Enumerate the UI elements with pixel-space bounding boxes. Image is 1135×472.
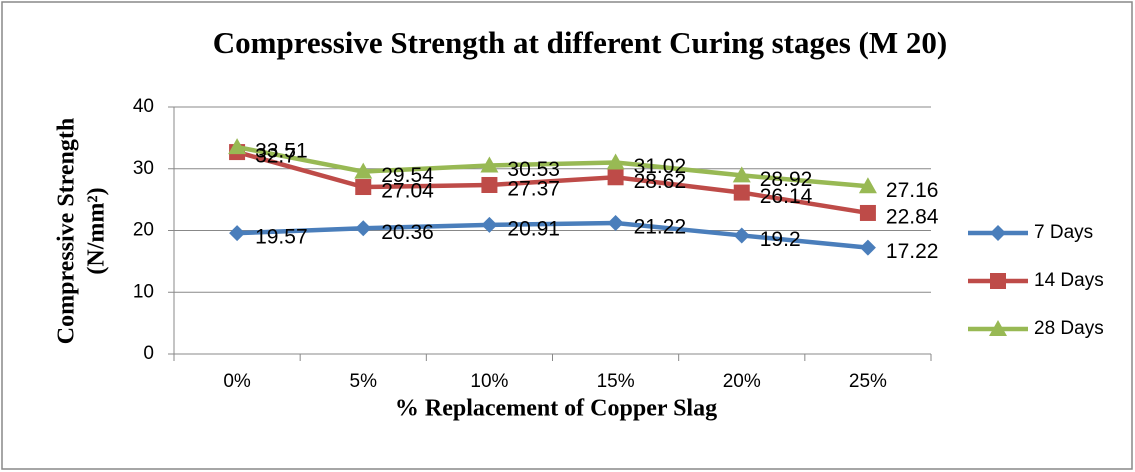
data-label: 31.02 xyxy=(634,155,687,178)
marker xyxy=(732,166,751,183)
data-label: 27.04 xyxy=(381,180,434,203)
data-label: 26.14 xyxy=(760,185,813,208)
marker xyxy=(607,169,624,186)
marker xyxy=(989,320,1007,336)
y-tick-label: 30 xyxy=(133,158,154,179)
series-line xyxy=(236,144,869,189)
y-axis-label-line: Compressive Strength xyxy=(54,118,80,344)
marker xyxy=(733,184,750,201)
y-tick-label: 20 xyxy=(133,220,154,241)
marker xyxy=(481,176,498,193)
y-tick-label: 40 xyxy=(133,96,154,117)
data-label: 17.22 xyxy=(886,240,939,263)
legend-label: 14 Days xyxy=(1034,270,1104,291)
y-tick-label: 0 xyxy=(143,343,154,364)
marker xyxy=(354,162,373,179)
marker xyxy=(355,220,372,237)
data-label: 19.2 xyxy=(760,228,801,251)
x-tick-label: 5% xyxy=(350,371,378,392)
data-label: 27.16 xyxy=(886,179,939,202)
marker xyxy=(480,156,499,173)
marker xyxy=(990,273,1006,289)
legend-label: 7 Days xyxy=(1034,222,1093,243)
marker xyxy=(859,239,876,256)
data-label: 28.92 xyxy=(760,168,813,191)
marker xyxy=(355,179,372,196)
marker xyxy=(606,153,625,170)
series-line xyxy=(236,220,869,250)
y-axis-label-line: (N/mm²) xyxy=(84,187,110,274)
data-label: 19.57 xyxy=(255,226,308,249)
data-label: 32.7 xyxy=(255,145,296,168)
marker xyxy=(733,227,750,244)
data-label: 21.22 xyxy=(634,216,687,239)
data-label: 22.84 xyxy=(886,206,939,229)
x-tick-label: 25% xyxy=(849,371,887,392)
x-tick-label: 15% xyxy=(597,371,635,392)
marker xyxy=(990,225,1006,241)
marker xyxy=(228,138,247,155)
data-label: 20.91 xyxy=(507,217,560,240)
marker xyxy=(607,214,624,231)
data-label: 27.37 xyxy=(507,178,560,201)
y-axis-label: Compressive Strength (N/mm²) xyxy=(54,118,110,344)
data-label: 29.54 xyxy=(381,164,434,187)
marker xyxy=(858,177,877,194)
x-tick-label: 10% xyxy=(470,371,508,392)
marker xyxy=(859,204,876,221)
marker xyxy=(481,216,498,233)
data-label: 33.51 xyxy=(255,140,308,163)
y-tick-label: 10 xyxy=(133,281,154,302)
chart-title: Compressive Strength at different Curing… xyxy=(213,25,947,60)
legend-label: 28 Days xyxy=(1034,318,1104,339)
series-line xyxy=(236,149,869,216)
marker xyxy=(229,225,246,242)
x-tick-label: 0% xyxy=(223,371,251,392)
x-tick-label: 20% xyxy=(723,371,761,392)
data-label: 20.36 xyxy=(381,221,434,244)
data-label: 28.62 xyxy=(634,170,687,193)
data-label: 30.53 xyxy=(507,158,560,181)
x-axis-label: % Replacement of Copper Slag xyxy=(395,396,717,422)
